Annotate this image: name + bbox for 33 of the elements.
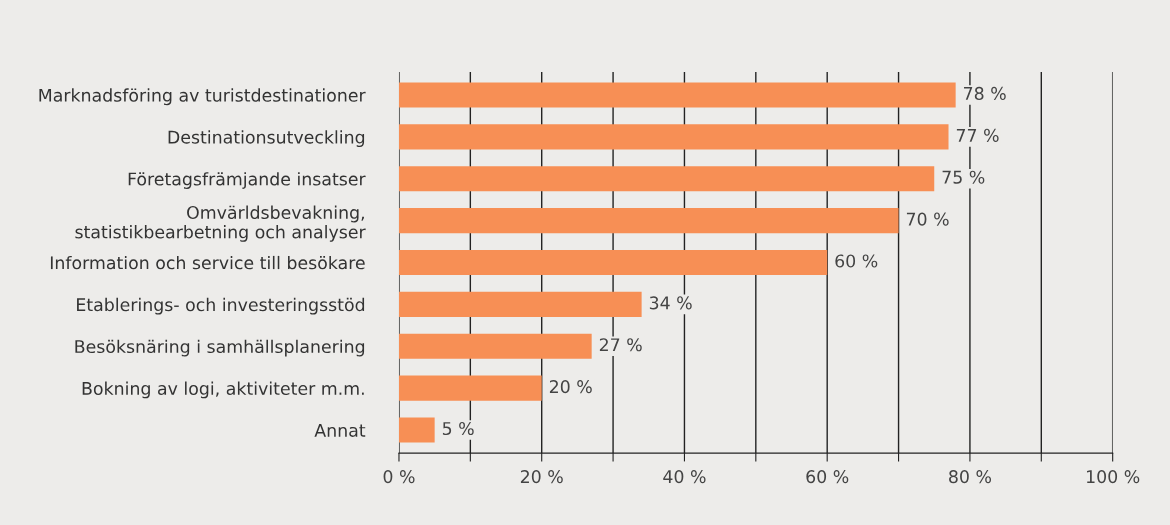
bar	[398, 417, 435, 443]
y-tick-label: Annat	[314, 423, 366, 437]
y-tick-label: Marknadsföring av turistdestinationer	[39, 88, 366, 106]
y-tick-label: Information och service till besökare	[50, 255, 365, 270]
bar	[398, 124, 949, 150]
bar	[398, 249, 828, 276]
data-label: 27 %	[599, 338, 642, 352]
x-tick-label: 60 %	[806, 470, 849, 484]
y-tick-label: Besöksnäring i samhällsplanering	[75, 339, 365, 357]
y-tick-label: Destinationsutveckling	[168, 130, 365, 148]
bar	[398, 82, 956, 108]
bar	[398, 375, 542, 401]
data-label: 75 %	[942, 170, 985, 184]
bar	[398, 291, 642, 317]
x-tick-label: 0 %	[383, 470, 415, 484]
bar	[398, 208, 899, 234]
y-tick-label: Företagsfrämjande insatser	[128, 172, 366, 189]
data-label: 78 %	[964, 86, 1006, 100]
x-tick-label: 80 %	[949, 470, 992, 484]
x-tick-label: 100 %	[1087, 470, 1140, 484]
data-label: 60 %	[835, 254, 878, 268]
data-label: 20 %	[549, 380, 592, 394]
y-tick-label: Omvärldsbevakning, statistikbearbetning och analyser	[75, 205, 366, 242]
data-label: 70 %	[906, 212, 949, 226]
x-tick-label: 20 %	[520, 470, 563, 484]
x-tick-label: 40 %	[663, 470, 706, 484]
data-label: 5 %	[442, 421, 474, 436]
data-label: 34 %	[649, 296, 692, 310]
y-tick-label: Bokning av logi, aktiviteter m.m.	[82, 381, 364, 399]
bar	[398, 166, 935, 192]
data-label: 77 %	[956, 128, 999, 142]
bar	[398, 333, 592, 359]
y-tick-label: Etablerings- och investeringsstöd	[77, 297, 365, 315]
